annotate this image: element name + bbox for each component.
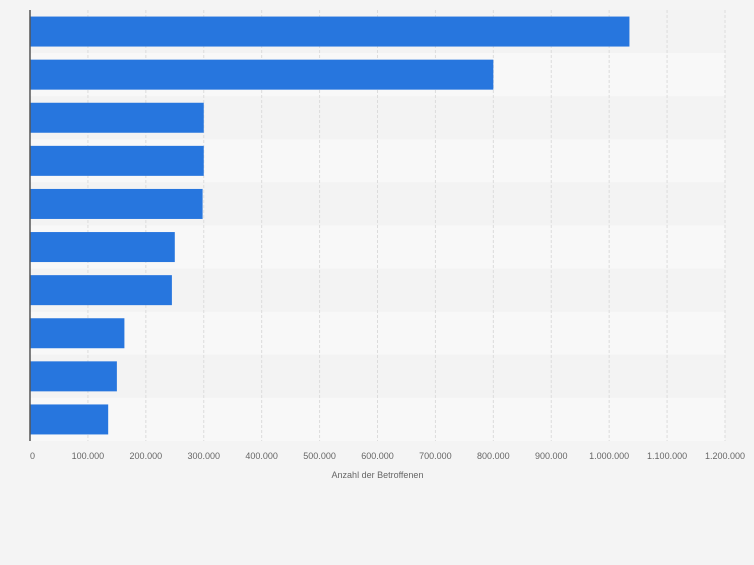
x-tick-label: 800.000 <box>477 451 510 461</box>
bar[interactable] <box>30 318 125 349</box>
x-tick-label: 1.100.000 <box>647 451 687 461</box>
bar[interactable] <box>30 59 494 90</box>
x-tick-label: 0 <box>30 451 35 461</box>
x-tick-label: 900.000 <box>535 451 568 461</box>
row-band <box>30 311 725 355</box>
x-tick-label: 1.000.000 <box>589 451 629 461</box>
x-tick-label: 200.000 <box>130 451 163 461</box>
x-tick-label: 700.000 <box>419 451 452 461</box>
bar[interactable] <box>30 102 204 133</box>
bar[interactable] <box>30 145 204 176</box>
bar[interactable] <box>30 188 203 219</box>
bar[interactable] <box>30 404 109 435</box>
x-tick-label: 300.000 <box>187 451 220 461</box>
x-axis-label: Anzahl der Betroffenen <box>332 470 424 480</box>
x-tick-label: 600.000 <box>361 451 394 461</box>
x-tick-label: 100.000 <box>72 451 105 461</box>
x-tick-label: 1.200.000 <box>705 451 745 461</box>
x-tick-label: 500.000 <box>303 451 336 461</box>
bar[interactable] <box>30 275 172 306</box>
bar[interactable] <box>30 16 630 47</box>
bar[interactable] <box>30 361 117 392</box>
row-band <box>30 397 725 441</box>
bar[interactable] <box>30 232 175 263</box>
x-tick-labels: 0 100.000 200.000 300.000 400.000 500.000 600.… <box>30 451 745 461</box>
bars <box>30 16 630 435</box>
x-tick-label: 400.000 <box>245 451 278 461</box>
